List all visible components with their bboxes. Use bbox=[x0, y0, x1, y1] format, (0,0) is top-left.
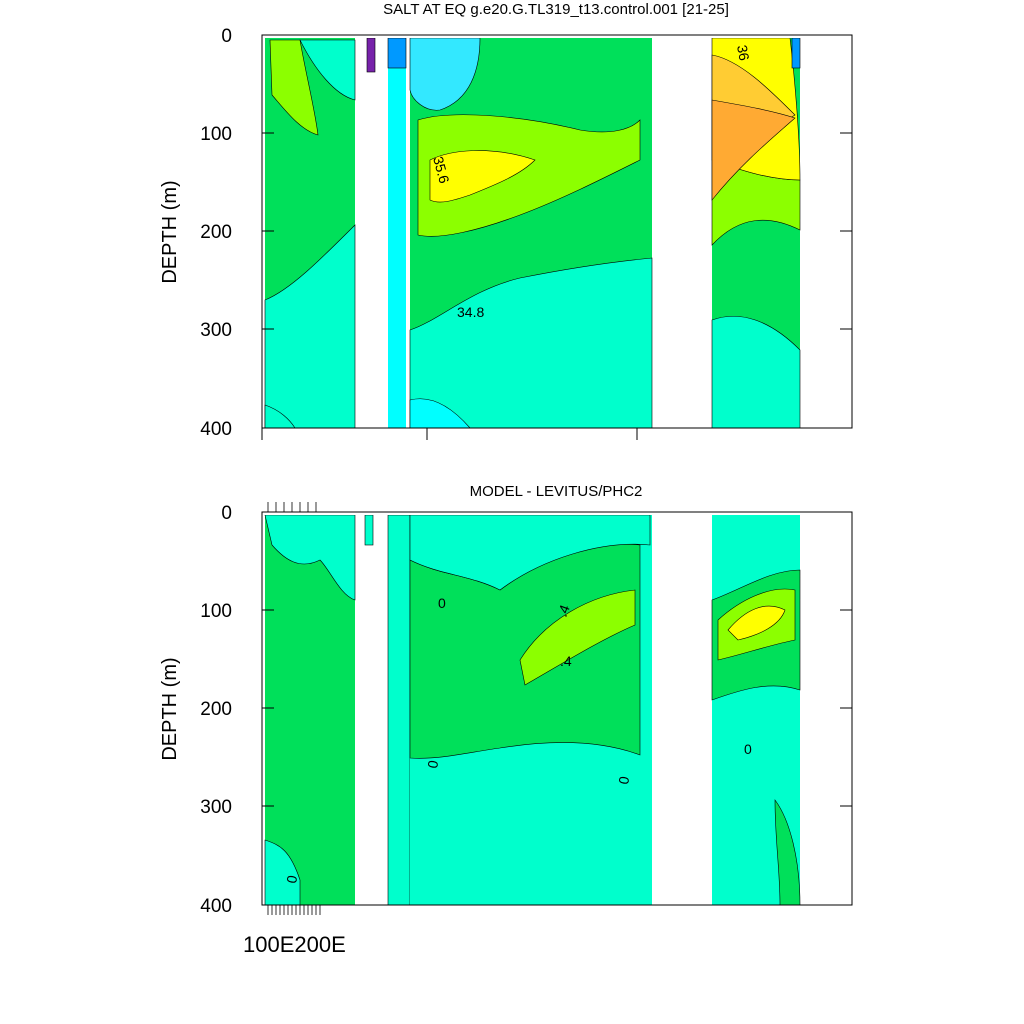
top-region-west-lime bbox=[269, 39, 319, 136]
bot-region-atlantic-yellow bbox=[727, 605, 786, 641]
top-y-ticks bbox=[261, 34, 852, 440]
top-region-west-deep bbox=[264, 224, 356, 428]
top-ytick-400: 400 bbox=[200, 419, 232, 440]
top-contour-label-34.8: 34.8 bbox=[457, 304, 484, 320]
top-strip-blue bbox=[388, 38, 406, 428]
bot-contour-label-0d: 0 bbox=[744, 741, 752, 757]
bot-ytick-300: 300 bbox=[200, 797, 232, 818]
bottom-x-minor-ticks bbox=[267, 502, 321, 915]
bot-x-tick-label: 100E200E bbox=[243, 932, 346, 957]
top-contour-label-35.6: 35.6 bbox=[430, 155, 453, 186]
top-contour-label-36: 36 bbox=[734, 44, 752, 62]
bot-contour-label-0e: 0 bbox=[283, 874, 300, 885]
bot-strip-b bbox=[387, 515, 411, 905]
bot-contour-label-0b: 0 bbox=[424, 759, 441, 770]
top-region-pacific-deep bbox=[409, 257, 653, 428]
bot-ytick-100: 100 bbox=[200, 601, 232, 622]
bottom-chart-title: MODEL - LEVITUS/PHC2 bbox=[470, 483, 643, 500]
bot-region-pacific-lime bbox=[519, 589, 636, 686]
bottom-panel: MODEL - LEVITUS/PHC2 bbox=[159, 483, 853, 957]
bot-contour-label-0a: 0 bbox=[438, 595, 446, 611]
top-contour-field bbox=[264, 38, 801, 428]
top-region-atlantic-deep bbox=[711, 315, 801, 428]
top-strip-atl-blue bbox=[791, 38, 801, 69]
bot-region-pacific-cyanA bbox=[409, 515, 651, 591]
bot-y-axis-title: DEPTH (m) bbox=[159, 657, 181, 760]
top-region-pacific-yellow bbox=[429, 150, 536, 203]
bot-ytick-200: 200 bbox=[200, 699, 232, 720]
top-y-axis-title: DEPTH (m) bbox=[159, 180, 181, 283]
top-region-west-cyan bbox=[299, 39, 356, 101]
top-chart-title: SALT AT EQ g.e20.G.TL319_t13.control.001… bbox=[383, 1, 729, 18]
top-region-pacific-lime bbox=[417, 114, 641, 237]
bot-region-pacific-green bbox=[409, 543, 641, 759]
top-strip-blue-top bbox=[387, 38, 407, 69]
bot-ytick-0: 0 bbox=[221, 503, 232, 524]
top-ytick-0: 0 bbox=[221, 26, 232, 47]
bot-region-west-deep bbox=[264, 839, 301, 905]
bot-region-atlantic-green2 bbox=[774, 799, 801, 905]
top-ytick-300: 300 bbox=[200, 320, 232, 341]
bottom-contour-field bbox=[264, 515, 801, 905]
bot-contour-label-04a: .4 bbox=[554, 602, 573, 619]
top-region-pacific-lcyan bbox=[409, 38, 481, 111]
bot-contour-label-0c: 0 bbox=[615, 775, 632, 786]
top-region-west-deep2 bbox=[264, 404, 296, 428]
bot-strip-a bbox=[364, 515, 374, 546]
top-region-atlantic-orange bbox=[711, 99, 796, 201]
bot-ytick-400: 400 bbox=[200, 896, 232, 917]
top-ytick-100: 100 bbox=[200, 124, 232, 145]
bot-contour-label-04b: .4 bbox=[560, 653, 572, 669]
top-strip-purple bbox=[366, 38, 376, 73]
top-panel: SALT AT EQ g.e20.G.TL319_t13.control.001… bbox=[159, 1, 853, 440]
bot-region-west-cyan bbox=[264, 515, 356, 601]
top-ytick-200: 200 bbox=[200, 222, 232, 243]
